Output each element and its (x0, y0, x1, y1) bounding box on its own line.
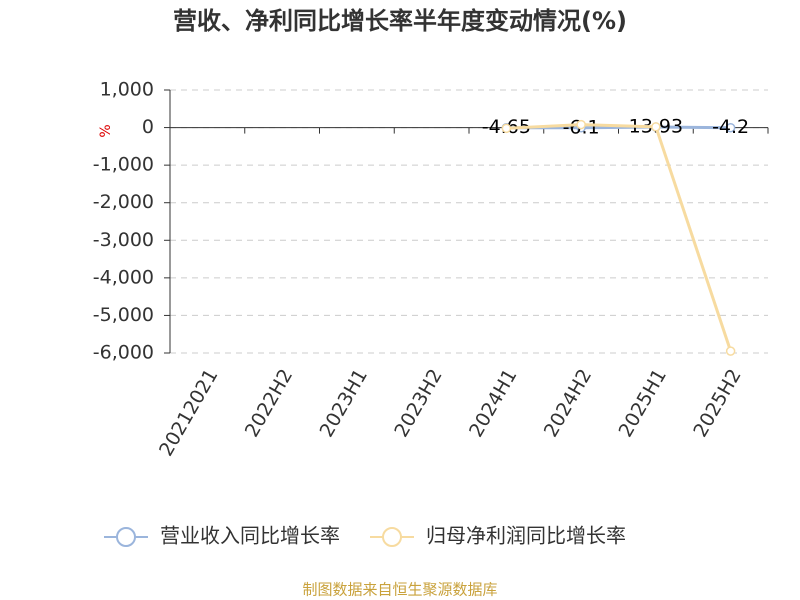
y-tick-label: -1,000 (93, 154, 154, 176)
x-tick-label: 20212021 (155, 365, 222, 460)
chart-title: 营收、净利同比增长率半年度变动情况(%) (173, 7, 627, 35)
y-tick-label: -5,000 (93, 304, 154, 326)
legend-marker (382, 527, 402, 547)
point (725, 122, 736, 133)
legend-marker (116, 527, 136, 547)
point (725, 346, 736, 356)
source-note: 制图数据来自恒生聚源数据库 (302, 581, 497, 599)
x-tick-label: 2024H1 (465, 365, 521, 441)
point (651, 122, 661, 132)
y-tick-label: -6,000 (93, 342, 154, 364)
x-tick-label: 2023H1 (316, 365, 372, 441)
x-tick-label: 2024H2 (540, 365, 596, 441)
y-tick-label: -3,000 (93, 229, 154, 251)
point (576, 119, 586, 130)
y-tick-label: -4,000 (93, 266, 154, 288)
y-tick-label: 0 (142, 116, 154, 138)
point (501, 123, 512, 134)
x-tick-label: 2025H1 (615, 365, 671, 441)
x-tick-label: 2022H2 (241, 365, 297, 441)
y-tick-label: -2,000 (93, 191, 154, 213)
x-tick-label: 2025H2 (689, 365, 745, 441)
y-tick-label: 1,000 (100, 79, 154, 101)
legend-label: 营业收入同比增长率 (160, 524, 340, 548)
data-label: -4.2 (712, 116, 749, 138)
series-line (506, 123, 733, 352)
x-tick-label: 2023H2 (390, 365, 446, 441)
legend-label: 归母净利润同比增长率 (426, 524, 626, 548)
y-unit: % (98, 124, 114, 137)
